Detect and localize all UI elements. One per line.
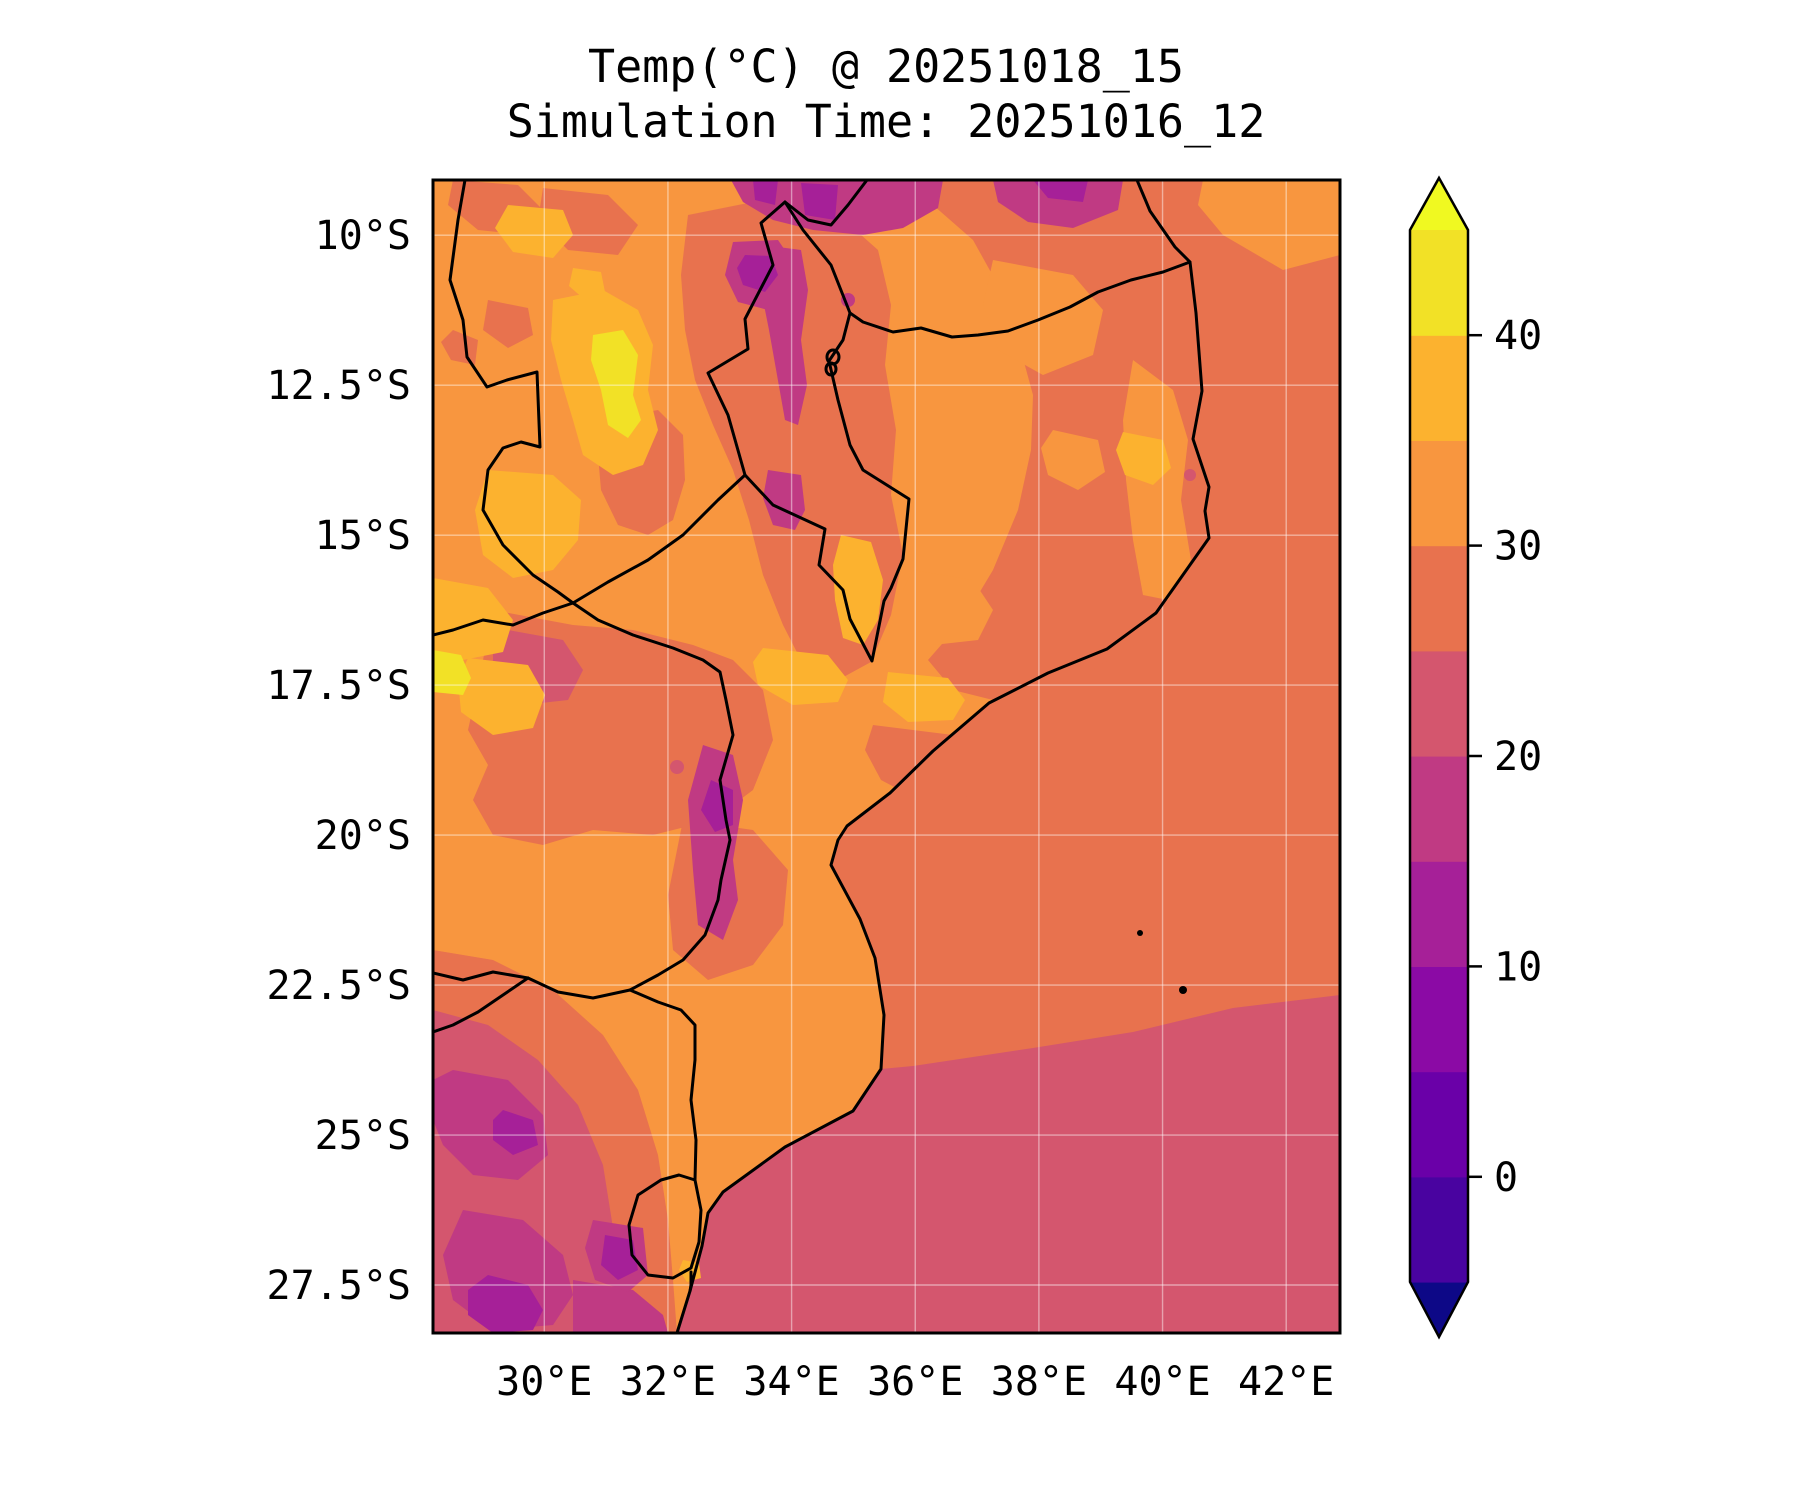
contour-region — [670, 760, 684, 774]
x-tick-label: 30°E — [496, 1359, 592, 1405]
border-botswana-sa — [433, 976, 530, 1034]
islands — [1137, 930, 1187, 994]
contour-region — [495, 205, 573, 258]
border-zambia-mozambique — [571, 473, 747, 605]
border-mozambique-zimbabwe — [571, 601, 735, 992]
contour-region — [737, 255, 778, 292]
colorbar-tick-label: 40 — [1494, 313, 1542, 359]
colorbar-segment — [1410, 966, 1468, 1073]
contour-region — [591, 330, 641, 438]
contour-region — [883, 672, 965, 722]
y-tick-label: 10°S — [315, 213, 411, 259]
contour-region — [433, 650, 471, 695]
contour-region — [493, 1110, 538, 1155]
contour-region — [569, 268, 605, 300]
colorbar-tick-label: 30 — [1494, 524, 1542, 570]
contour-layer-40-45 — [433, 330, 641, 695]
plot-title: Temp(°C) @ 20251018_15 — [588, 40, 1184, 93]
coastline — [675, 180, 1211, 1333]
colorbar-segment — [1410, 230, 1468, 336]
colorbar-tick-label: 10 — [1494, 944, 1542, 990]
y-tick-label: 15°S — [315, 513, 411, 559]
colorbar-segment — [1410, 1071, 1468, 1178]
border-eswatini — [627, 1173, 703, 1280]
plot-subtitle: Simulation Time: 20251016_12 — [507, 95, 1266, 148]
border-sa-mozambique-south — [688, 1270, 693, 1293]
contour-region — [601, 1235, 638, 1280]
contour-region — [865, 725, 993, 802]
contour-region — [753, 648, 848, 705]
contour-region — [433, 578, 513, 660]
colorbar-segment — [1410, 1176, 1468, 1283]
y-tick-label: 17.5°S — [267, 663, 412, 709]
colorbar-segment — [1410, 440, 1468, 547]
contour-region — [993, 180, 1123, 228]
border-lebombo — [628, 988, 698, 1182]
contour-region — [458, 658, 545, 735]
map-frame — [431, 178, 1342, 1335]
contour-region — [483, 300, 533, 348]
contour-region — [753, 180, 778, 205]
colorbar-segment — [1410, 545, 1468, 652]
colorbar-over-arrow — [1410, 178, 1468, 230]
map-gridlines — [433, 180, 1340, 1333]
colorbar-tick-label: 20 — [1494, 734, 1542, 780]
lake-outline-2 — [824, 361, 838, 377]
contour-region — [903, 570, 993, 645]
border-tanzania-mozambique — [848, 260, 1192, 339]
country-borders — [433, 180, 1211, 1333]
colorbar-tick-label: 0 — [1494, 1155, 1518, 1201]
contour-layer-30-35-islands — [903, 180, 1340, 645]
border-zambia-zimbabwe — [433, 601, 575, 637]
x-tick-label: 32°E — [620, 1359, 716, 1405]
y-tick-label: 20°S — [315, 813, 411, 859]
x-tick-label: 34°E — [743, 1359, 839, 1405]
x-axis-labels: 30°E 32°E 34°E 36°E 38°E 40°E 42°E — [496, 1359, 1334, 1405]
colorbar-segment — [1410, 650, 1468, 757]
y-tick-label: 27.5°S — [267, 1263, 412, 1309]
colorbar-segment — [1410, 756, 1468, 862]
y-axis-labels: 10°S 12.5°S 15°S 17.5°S 20°S 22.5°S 25°S 27.5°S — [267, 213, 412, 1309]
contour-region — [468, 1275, 543, 1333]
border-tanzania-malawi — [783, 180, 869, 227]
island-dot — [1137, 930, 1143, 936]
contour-region — [1184, 469, 1196, 481]
colorbar-segment — [1410, 335, 1468, 441]
map-plot — [433, 180, 1340, 1333]
colorbar-under-arrow — [1410, 1282, 1468, 1337]
y-tick-label: 25°S — [315, 1113, 411, 1159]
contour-region — [801, 183, 838, 220]
contour-region — [441, 330, 478, 365]
y-tick-label: 22.5°S — [267, 963, 412, 1009]
colorbar-outline — [1408, 175, 1470, 1340]
contour-layer-10-15 — [468, 180, 1088, 1333]
contour-region — [1116, 432, 1171, 485]
x-tick-label: 42°E — [1238, 1359, 1334, 1405]
x-tick-label: 36°E — [867, 1359, 963, 1405]
colorbar: 40 30 20 10 0 — [1408, 175, 1542, 1340]
contour-region — [475, 470, 581, 578]
contour-region — [1198, 180, 1340, 270]
island-dot — [1179, 986, 1187, 994]
x-tick-label: 38°E — [991, 1359, 1087, 1405]
colorbar-segment — [1410, 861, 1468, 967]
contour-region — [1041, 430, 1105, 490]
contour-region — [731, 180, 943, 235]
border-malawi — [706, 200, 911, 663]
contour-region — [677, 995, 1340, 1333]
contour-region — [833, 535, 883, 645]
contour-region — [761, 245, 808, 425]
contour-region — [573, 1280, 668, 1333]
x-tick-label: 40°E — [1114, 1359, 1210, 1405]
contour-region — [1033, 180, 1088, 202]
border-zambia-nw — [448, 180, 575, 605]
y-tick-label: 12.5°S — [267, 363, 412, 409]
